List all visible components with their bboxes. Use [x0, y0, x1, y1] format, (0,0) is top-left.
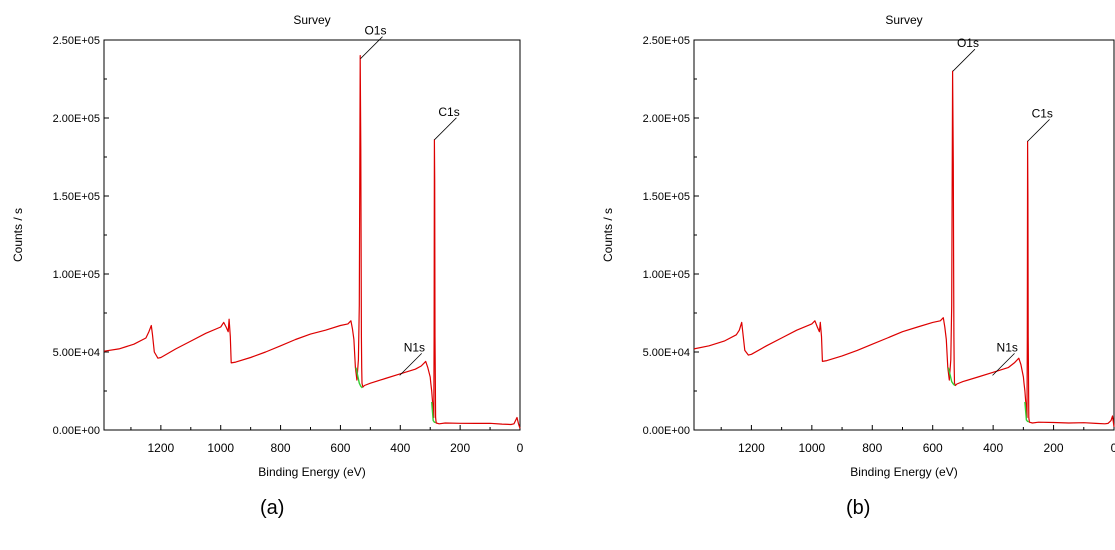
background-line: [355, 367, 363, 389]
y-tick-label: 1.00E+05: [53, 269, 100, 281]
y-axis-label: Counts / s: [601, 208, 615, 262]
x-tick-label: 200: [450, 441, 470, 455]
background-line: [431, 401, 436, 424]
peak-leader-line: [399, 353, 422, 376]
x-tick-label: 400: [390, 441, 410, 455]
x-tick-label: 1200: [738, 441, 765, 455]
x-tick-label: 1000: [798, 441, 825, 455]
peak-label: O1s: [364, 24, 386, 38]
y-tick-label: 2.50E+05: [643, 35, 690, 47]
x-tick-label: 400: [983, 441, 1003, 455]
chart-panel-b: Survey 0.00E+00 5.00E+04 1.00E+05 1.50E+05 2.…: [601, 13, 1115, 479]
y-tick-label: 0.00E+00: [53, 425, 100, 437]
x-tick-label: 600: [330, 441, 350, 455]
spectrum-line: [693, 70, 1115, 427]
chart-panel-a: Survey 0.00E+00 5.00E+04 1.00E+05 1.50E+05 2.…: [11, 13, 524, 479]
peak-label: C1s: [438, 105, 459, 119]
x-tick-label: 800: [862, 441, 882, 455]
x-tick-label: 800: [271, 441, 291, 455]
y-tick-label: 5.00E+04: [643, 347, 690, 359]
peak-leader-line: [992, 353, 1015, 376]
x-tick-label: 0: [517, 441, 524, 455]
y-tick-label: 1.50E+05: [643, 191, 690, 203]
x-tick-label: 600: [923, 441, 943, 455]
y-tick-label: 2.00E+05: [643, 113, 690, 125]
x-axis-label: Binding Energy (eV): [850, 465, 957, 479]
peak-leader-line: [952, 48, 976, 72]
peak-label: C1s: [1032, 106, 1053, 120]
peak-leader-line: [1027, 119, 1050, 142]
peak-label: N1s: [997, 340, 1018, 354]
y-tick-label: 1.50E+05: [53, 191, 100, 203]
panel-label-a: (a): [260, 497, 285, 519]
x-tick-label: 1000: [207, 441, 234, 455]
chart-title: Survey: [293, 13, 330, 27]
y-tick-label: 2.00E+05: [53, 113, 100, 125]
background-line: [1024, 401, 1030, 423]
x-tick-label: 200: [1044, 441, 1064, 455]
x-axis-label: Binding Energy (eV): [258, 465, 365, 479]
y-tick-label: 1.00E+05: [643, 269, 690, 281]
peak-leader-line: [434, 117, 457, 141]
background-line: [947, 367, 956, 386]
x-tick-label: 1200: [148, 441, 175, 455]
peak-label: N1s: [404, 340, 425, 354]
plot-frame: [103, 39, 521, 431]
panel-label-b: (b): [846, 497, 871, 519]
y-tick-label: 2.50E+05: [53, 35, 100, 47]
y-tick-label: 0.00E+00: [643, 425, 690, 437]
peak-label: O1s: [957, 36, 979, 50]
plot-frame: [693, 39, 1115, 431]
peak-leader-line: [360, 36, 383, 60]
y-tick-label: 5.00E+04: [53, 347, 100, 359]
spectrum-line: [103, 54, 521, 429]
y-axis-label: Counts / s: [11, 208, 25, 262]
x-tick-label: 0: [1111, 441, 1115, 455]
chart-title: Survey: [885, 13, 922, 27]
